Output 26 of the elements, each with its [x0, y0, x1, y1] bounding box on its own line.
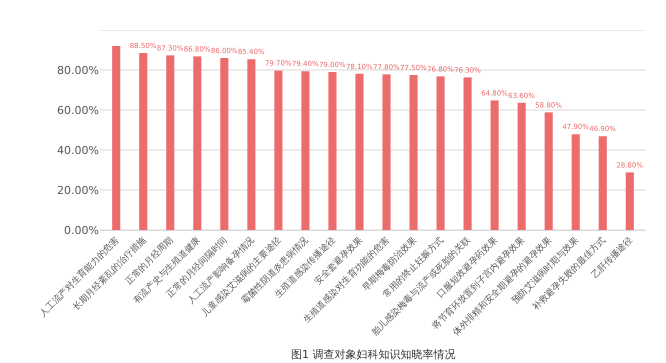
y-tick-label: 0.00%: [64, 224, 99, 237]
bar: [382, 74, 391, 230]
bar: [598, 136, 607, 230]
y-tick-label: 40.00%: [57, 144, 99, 157]
text: 图1 调查对象妇科知识知晓率情况: [291, 348, 456, 361]
bar: [220, 58, 228, 230]
bar: [139, 53, 148, 230]
bar: [112, 46, 120, 230]
bar: [572, 134, 580, 230]
bar: [490, 100, 499, 230]
bar: [436, 76, 445, 230]
bar: [355, 74, 364, 230]
bar: [193, 56, 202, 230]
bar: [464, 77, 472, 230]
y-tick-label: 20.00%: [57, 184, 99, 197]
bar: [301, 71, 310, 230]
bar: [328, 72, 337, 230]
y-tick-label: 60.00%: [57, 104, 99, 117]
bar: [626, 172, 634, 230]
bar: [247, 59, 256, 230]
bar: [518, 102, 526, 230]
bar: [274, 70, 282, 230]
y-tick-label: 80.00%: [57, 64, 99, 77]
bar: [409, 75, 418, 230]
bar: [544, 112, 553, 230]
bar: [166, 55, 174, 230]
